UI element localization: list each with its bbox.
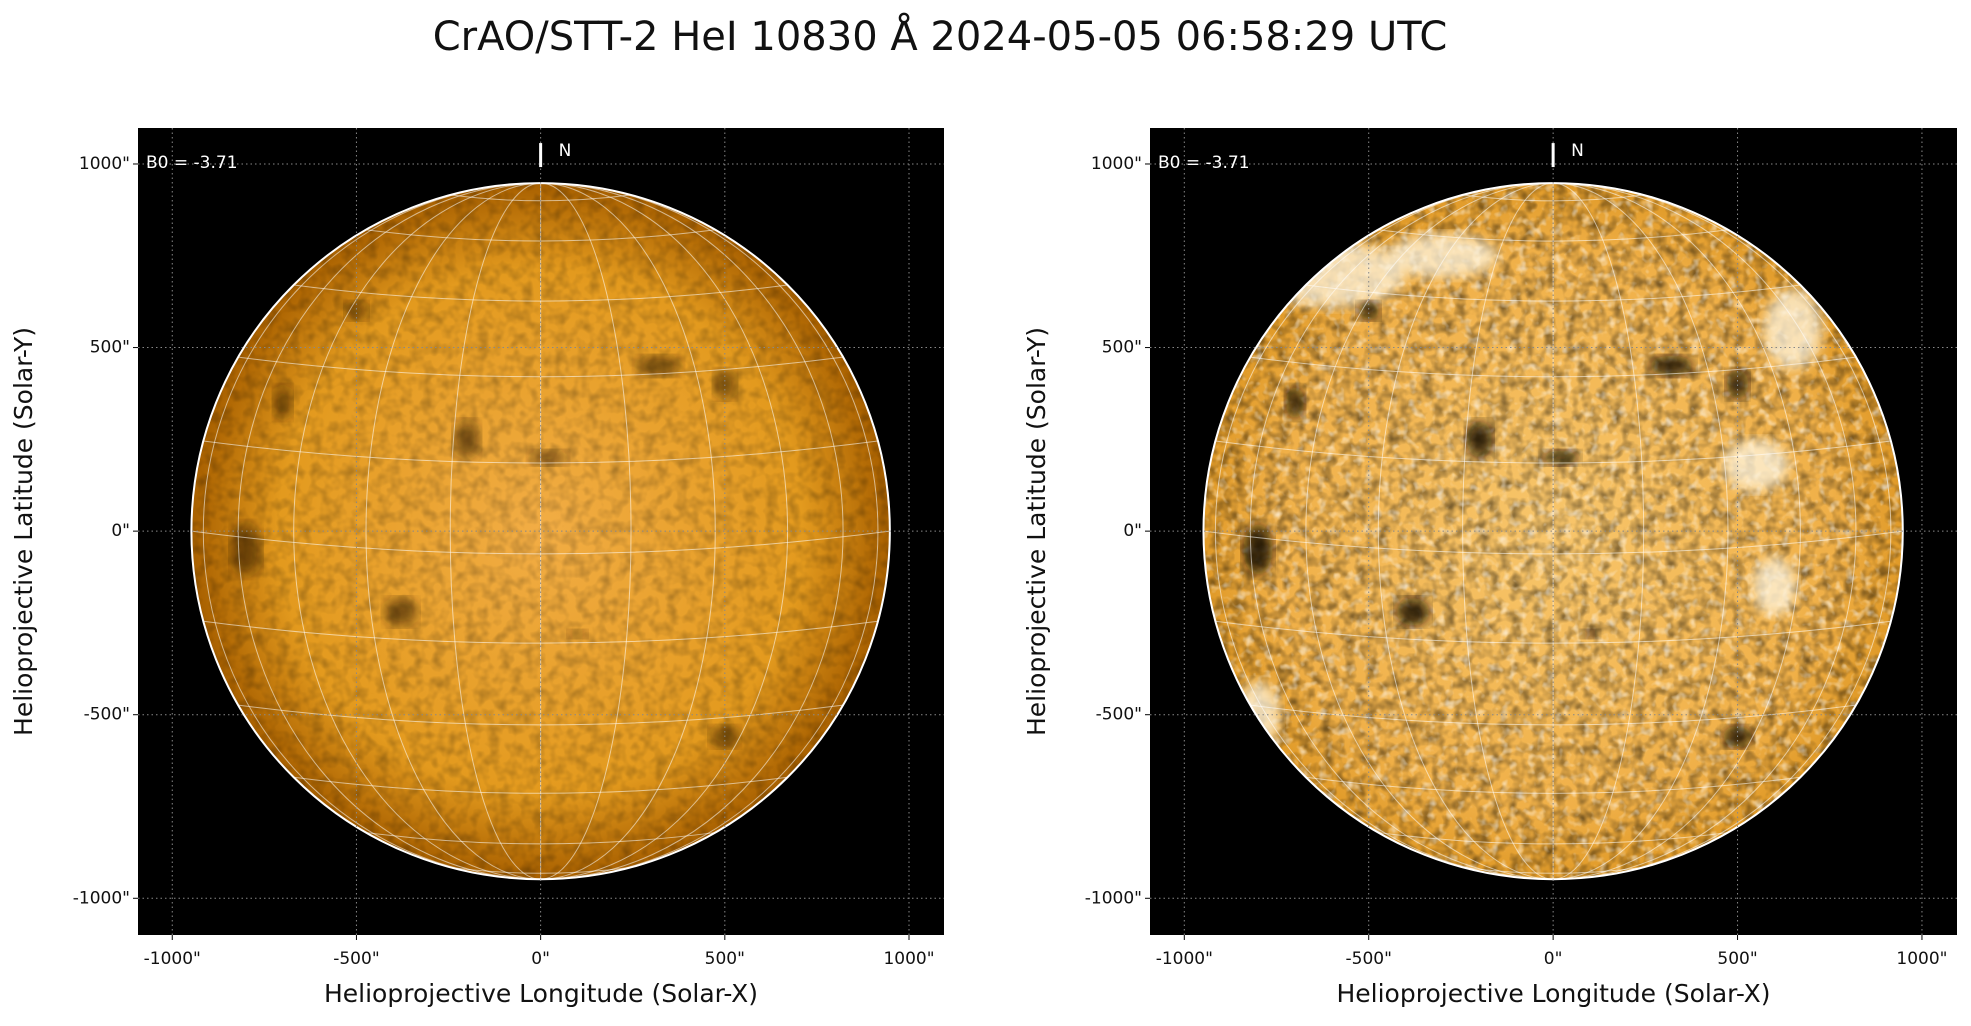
meridian	[1305, 183, 1801, 880]
dark-filament	[636, 355, 681, 377]
meridian	[202, 183, 879, 880]
parallel	[1203, 530, 1903, 555]
x-tick-label: 1000"	[1896, 949, 1947, 969]
bright-region	[1763, 288, 1823, 370]
dark-filament	[345, 301, 368, 321]
bright-region	[1387, 233, 1498, 278]
north-label: N	[559, 141, 572, 161]
meridian	[1462, 183, 1645, 880]
figure-title: CrAO/STT-2 HeI 10830 Å 2024-05-05 06:58:…	[433, 12, 1448, 60]
dark-filament	[1285, 386, 1305, 420]
meridian	[449, 183, 632, 880]
dark-filament	[1396, 597, 1430, 626]
dark-filament	[1542, 450, 1579, 466]
x-axis-label: Helioprojective Longitude (Solar-X)	[1336, 979, 1770, 1008]
dark-filament	[1357, 301, 1380, 321]
x-tick-label: 1000"	[883, 949, 934, 969]
dark-filament	[1649, 355, 1694, 377]
y-axis-label: Helioprojective Latitude (Solar-Y)	[9, 327, 38, 736]
meridian	[1377, 183, 1729, 880]
dark-filament	[1580, 629, 1600, 639]
x-tick-label: -1000"	[144, 949, 201, 969]
panel: -1000" -500" 0" 500" 1000" -1000" -500" 0" 500" 1…	[1022, 128, 1957, 1008]
parallel	[203, 440, 879, 464]
dark-filament	[1726, 369, 1749, 399]
north-label: N	[1571, 141, 1584, 161]
y-tick-label: 0"	[1123, 521, 1142, 541]
x-axis-label: Helioprojective Longitude (Solar-X)	[324, 979, 758, 1008]
x-tick-label: -500"	[333, 949, 379, 969]
dark-filament	[529, 450, 567, 466]
dark-filament	[713, 369, 736, 399]
x-tick-label: 0"	[531, 949, 550, 969]
b0-annotation: B0 = -3.71	[146, 153, 238, 173]
parallel	[1462, 866, 1644, 874]
y-tick-label: -500"	[84, 705, 130, 725]
x-tick-label: 0"	[1544, 949, 1563, 969]
y-tick-label: -500"	[1096, 705, 1142, 725]
y-tick-label: -1000"	[1085, 888, 1142, 908]
bright-region	[1722, 439, 1790, 491]
parallel	[203, 620, 879, 644]
x-tick-label: -1000"	[1156, 949, 1213, 969]
y-tick-label: -1000"	[73, 888, 130, 908]
x-tick-label: 500"	[1717, 949, 1757, 969]
dark-filament	[568, 629, 587, 639]
parallel	[1215, 620, 1891, 644]
parallel	[1305, 776, 1801, 794]
dark-filament	[273, 386, 292, 420]
bright-region	[1752, 556, 1797, 616]
dark-filament	[1466, 420, 1493, 458]
parallel	[450, 866, 632, 874]
y-tick-label: 1000"	[1091, 154, 1142, 174]
x-tick-label: 500"	[705, 949, 745, 969]
y-tick-label: 500"	[1102, 338, 1142, 358]
parallel	[191, 530, 890, 555]
dark-filament	[454, 420, 480, 458]
b0-annotation: B0 = -3.71	[1158, 153, 1250, 173]
y-tick-label: 0"	[111, 521, 130, 541]
meridian	[1214, 183, 1892, 880]
dark-filament	[384, 597, 418, 626]
panel: -1000" -500" 0" 500" 1000" -1000" -500" 0" 500" 1…	[9, 128, 944, 1008]
x-tick-label: -500"	[1346, 949, 1392, 969]
parallel	[1305, 284, 1801, 302]
y-tick-label: 1000"	[79, 154, 130, 174]
y-axis-label: Helioprojective Latitude (Solar-Y)	[1022, 327, 1051, 736]
meridian	[293, 183, 789, 880]
parallel	[293, 284, 788, 302]
parallel	[1215, 440, 1891, 464]
parallel	[293, 776, 788, 794]
y-tick-label: 500"	[90, 338, 130, 358]
